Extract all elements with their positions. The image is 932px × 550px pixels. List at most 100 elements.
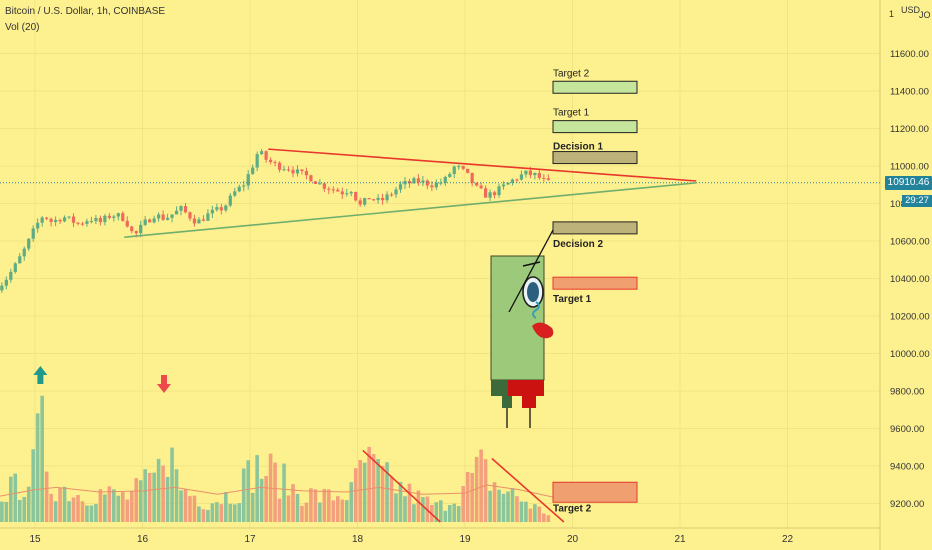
volume-bar	[224, 492, 228, 522]
candle-body	[336, 189, 340, 192]
candle-body	[304, 170, 309, 176]
y-tick-label: 10600.00	[890, 237, 930, 248]
candle-body	[224, 205, 228, 211]
candle-body	[497, 186, 501, 196]
volume-bar	[147, 472, 152, 522]
candle-body	[112, 216, 116, 218]
currency-label[interactable]: USD	[901, 5, 921, 15]
candle-body	[103, 215, 107, 223]
candle-body	[519, 174, 524, 180]
volume-bar	[89, 505, 94, 522]
candle-body	[210, 209, 214, 214]
candle-body	[130, 226, 134, 232]
volume-bar	[44, 471, 49, 522]
volume-bar	[49, 493, 53, 522]
candle-body	[116, 213, 120, 217]
candle-body	[488, 192, 492, 198]
candle-body	[506, 182, 510, 185]
candle-body	[282, 169, 286, 171]
volume-bar	[183, 489, 188, 522]
volume-bar	[510, 488, 515, 522]
candle-body	[54, 219, 58, 223]
volume-bar	[465, 472, 470, 522]
candle-body	[403, 181, 407, 185]
arrow-down-icon	[157, 375, 171, 393]
y-tick-label: 11200.00	[890, 124, 929, 135]
candle-body	[13, 263, 17, 272]
candle-body	[331, 189, 335, 191]
candle-body	[524, 170, 528, 175]
arrow-up-icon	[33, 366, 48, 384]
candle-body	[201, 219, 206, 221]
volume-bar	[13, 473, 18, 522]
volume-bar	[376, 459, 380, 522]
x-tick-label: 17	[244, 534, 256, 545]
volume-bar	[9, 476, 13, 522]
volume-bar	[407, 483, 412, 522]
candle-body	[309, 175, 313, 182]
cartoon-eyebrow	[522, 261, 541, 267]
volume-bar	[362, 462, 367, 522]
candle-body	[273, 162, 277, 164]
candle-body	[188, 212, 192, 219]
candle-body	[192, 218, 197, 224]
volume-bar	[403, 496, 407, 522]
candle-body	[358, 200, 362, 205]
volume-bar	[380, 465, 385, 522]
candle-body	[389, 194, 394, 196]
volume-bar	[421, 497, 425, 522]
candle-body	[31, 228, 35, 239]
y-tick-label: 10000.00	[890, 349, 930, 360]
candle-body	[475, 183, 479, 186]
volume-bar	[241, 468, 246, 522]
volume-bar	[295, 493, 300, 522]
volume-bar	[80, 501, 85, 522]
volume-bar	[313, 489, 318, 522]
volume-bar	[103, 494, 107, 522]
candle-body	[197, 219, 201, 224]
volume-bar	[143, 469, 147, 522]
y-tick-label: 9400.00	[890, 462, 924, 473]
x-tick-label: 15	[29, 534, 41, 545]
y-tick-label: 9200.00	[890, 499, 924, 510]
candle-body	[461, 166, 465, 169]
candle-body	[246, 174, 250, 186]
volume-bar	[533, 504, 537, 522]
candle-body	[36, 222, 40, 229]
level-box	[552, 276, 638, 290]
y-tick-label: 11600.00	[890, 49, 929, 60]
axis-corner-label: 1	[889, 9, 895, 19]
candle-body	[89, 221, 94, 223]
candle-body	[152, 218, 156, 223]
volume-bar	[456, 506, 461, 522]
candle-countdown-badge: 29:27	[902, 195, 932, 207]
candle-body	[510, 179, 515, 183]
y-tick-label: 9800.00	[890, 387, 924, 398]
volume-bar	[322, 488, 327, 522]
volume-bar	[443, 510, 448, 522]
candle-body	[260, 151, 264, 155]
volume-bar	[524, 501, 528, 522]
volume-bar	[353, 468, 358, 522]
candle-body	[407, 181, 412, 184]
volume-bar	[129, 491, 134, 522]
volume-bar	[447, 505, 452, 522]
volume-bar	[304, 502, 309, 522]
candle-body	[206, 213, 210, 221]
cartoon-pointer-stick	[508, 229, 554, 313]
candle-body	[255, 154, 259, 168]
level-label: Target 2	[553, 503, 592, 514]
volume-bar	[506, 491, 510, 522]
x-tick-label: 21	[674, 534, 686, 545]
level-label: Target 1	[553, 108, 590, 119]
volume-bar	[58, 487, 62, 522]
volume-bar	[152, 472, 156, 522]
candle-body	[125, 220, 129, 227]
volume-bar	[385, 462, 389, 522]
volume-bar	[76, 495, 80, 522]
candle-body	[215, 207, 219, 210]
candle-body	[269, 159, 273, 163]
x-tick-label: 16	[137, 534, 149, 545]
